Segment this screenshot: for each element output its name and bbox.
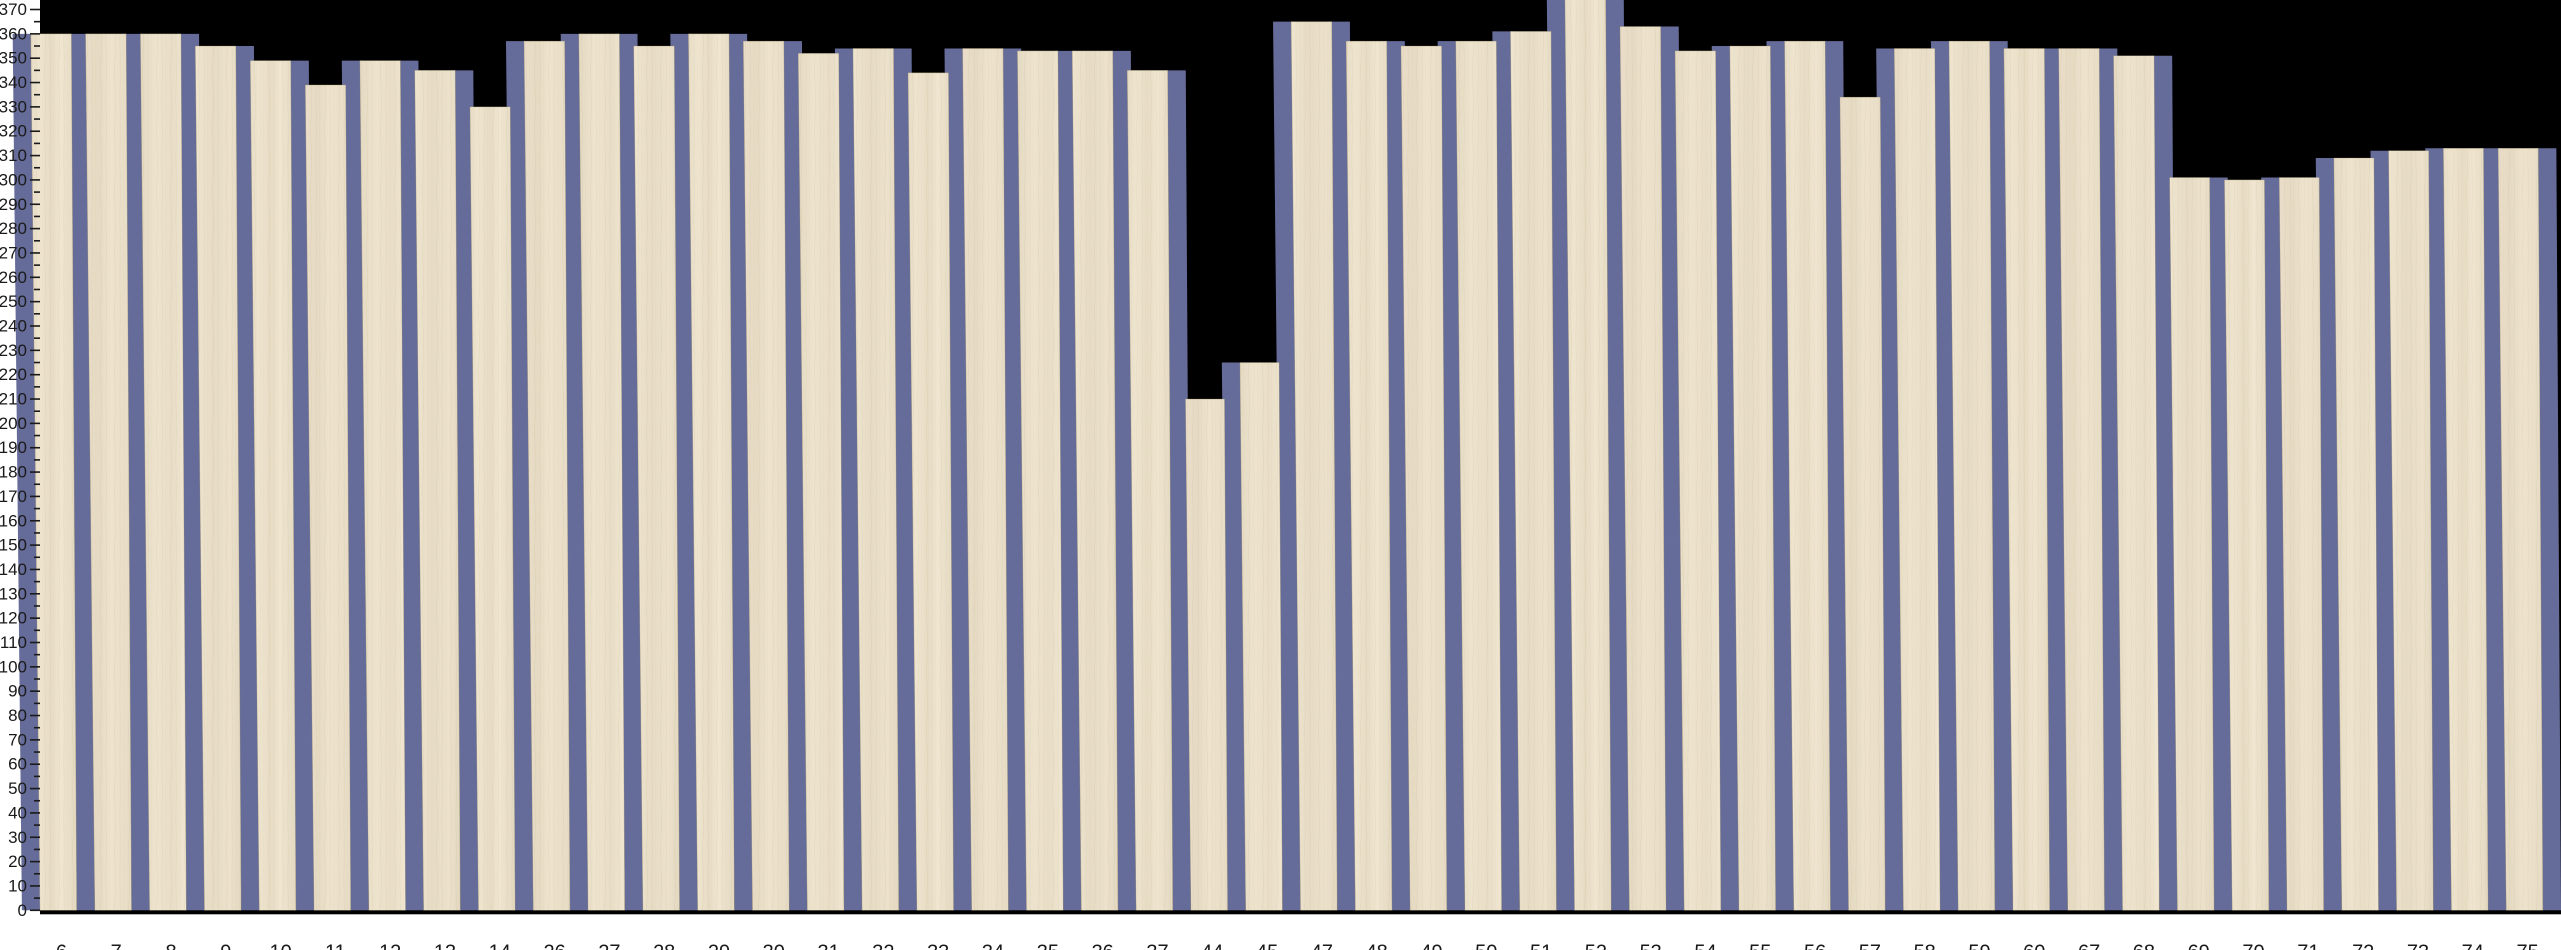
svg-text:310: 310 <box>0 146 27 165</box>
svg-text:69: 69 <box>2188 941 2210 950</box>
svg-text:40: 40 <box>8 803 27 822</box>
svg-text:13: 13 <box>434 941 456 950</box>
svg-text:190: 190 <box>0 438 27 457</box>
svg-text:33: 33 <box>927 941 949 950</box>
svg-text:75: 75 <box>2516 941 2538 950</box>
svg-text:50: 50 <box>1475 941 1497 950</box>
svg-text:0: 0 <box>18 901 27 920</box>
svg-text:80: 80 <box>8 706 27 725</box>
svg-text:70: 70 <box>2242 941 2264 950</box>
svg-text:67: 67 <box>2078 941 2100 950</box>
svg-text:230: 230 <box>0 341 27 360</box>
svg-text:58: 58 <box>1914 941 1936 950</box>
svg-text:71: 71 <box>2297 941 2319 950</box>
svg-text:340: 340 <box>0 73 27 92</box>
svg-text:300: 300 <box>0 170 27 189</box>
svg-text:180: 180 <box>0 463 27 482</box>
svg-text:170: 170 <box>0 487 27 506</box>
svg-text:10: 10 <box>269 941 291 950</box>
svg-text:53: 53 <box>1640 941 1662 950</box>
svg-text:26: 26 <box>543 941 565 950</box>
svg-text:70: 70 <box>8 730 27 749</box>
svg-text:57: 57 <box>1859 941 1881 950</box>
svg-text:330: 330 <box>0 97 27 116</box>
svg-text:350: 350 <box>0 49 27 68</box>
svg-text:250: 250 <box>0 292 27 311</box>
svg-text:60: 60 <box>2023 941 2045 950</box>
svg-text:20: 20 <box>8 852 27 871</box>
svg-text:28: 28 <box>653 941 675 950</box>
svg-text:110: 110 <box>0 633 27 652</box>
svg-text:11: 11 <box>325 941 346 950</box>
svg-text:150: 150 <box>0 536 27 555</box>
svg-text:44: 44 <box>1201 941 1223 950</box>
svg-text:54: 54 <box>1694 941 1716 950</box>
svg-text:7: 7 <box>111 941 122 950</box>
svg-text:31: 31 <box>817 941 839 950</box>
svg-text:45: 45 <box>1256 941 1278 950</box>
svg-text:320: 320 <box>0 122 27 141</box>
svg-text:240: 240 <box>0 317 27 336</box>
svg-text:35: 35 <box>1037 941 1059 950</box>
svg-text:280: 280 <box>0 219 27 238</box>
svg-text:10: 10 <box>8 876 27 895</box>
svg-text:73: 73 <box>2407 941 2429 950</box>
svg-text:55: 55 <box>1749 941 1771 950</box>
svg-text:130: 130 <box>0 584 27 603</box>
svg-text:34: 34 <box>982 941 1004 950</box>
svg-text:37: 37 <box>1146 941 1168 950</box>
svg-text:120: 120 <box>0 609 27 628</box>
svg-text:9: 9 <box>220 941 231 950</box>
svg-text:60: 60 <box>8 755 27 774</box>
svg-text:74: 74 <box>2462 941 2484 950</box>
svg-text:270: 270 <box>0 243 27 262</box>
svg-text:30: 30 <box>763 941 785 950</box>
svg-text:72: 72 <box>2352 941 2374 950</box>
svg-text:27: 27 <box>598 941 620 950</box>
svg-text:56: 56 <box>1804 941 1826 950</box>
svg-text:52: 52 <box>1585 941 1607 950</box>
svg-text:12: 12 <box>379 941 401 950</box>
svg-text:32: 32 <box>872 941 894 950</box>
svg-text:90: 90 <box>8 682 27 701</box>
svg-text:100: 100 <box>0 657 27 676</box>
svg-text:51: 51 <box>1530 941 1552 950</box>
svg-text:200: 200 <box>0 414 27 433</box>
svg-text:360: 360 <box>0 24 27 43</box>
svg-text:290: 290 <box>0 195 27 214</box>
svg-text:140: 140 <box>0 560 27 579</box>
svg-text:370: 370 <box>0 0 27 19</box>
svg-text:47: 47 <box>1311 941 1333 950</box>
svg-text:6: 6 <box>56 941 67 950</box>
svg-text:14: 14 <box>489 941 511 950</box>
svg-text:36: 36 <box>1092 941 1114 950</box>
svg-text:8: 8 <box>165 941 176 950</box>
svg-text:50: 50 <box>8 779 27 798</box>
svg-text:48: 48 <box>1366 941 1388 950</box>
svg-text:220: 220 <box>0 365 27 384</box>
svg-text:59: 59 <box>1968 941 1990 950</box>
svg-text:260: 260 <box>0 268 27 287</box>
svg-text:68: 68 <box>2133 941 2155 950</box>
svg-text:160: 160 <box>0 511 27 530</box>
svg-text:49: 49 <box>1420 941 1442 950</box>
svg-text:210: 210 <box>0 390 27 409</box>
svg-text:30: 30 <box>8 828 27 847</box>
svg-text:29: 29 <box>708 941 730 950</box>
